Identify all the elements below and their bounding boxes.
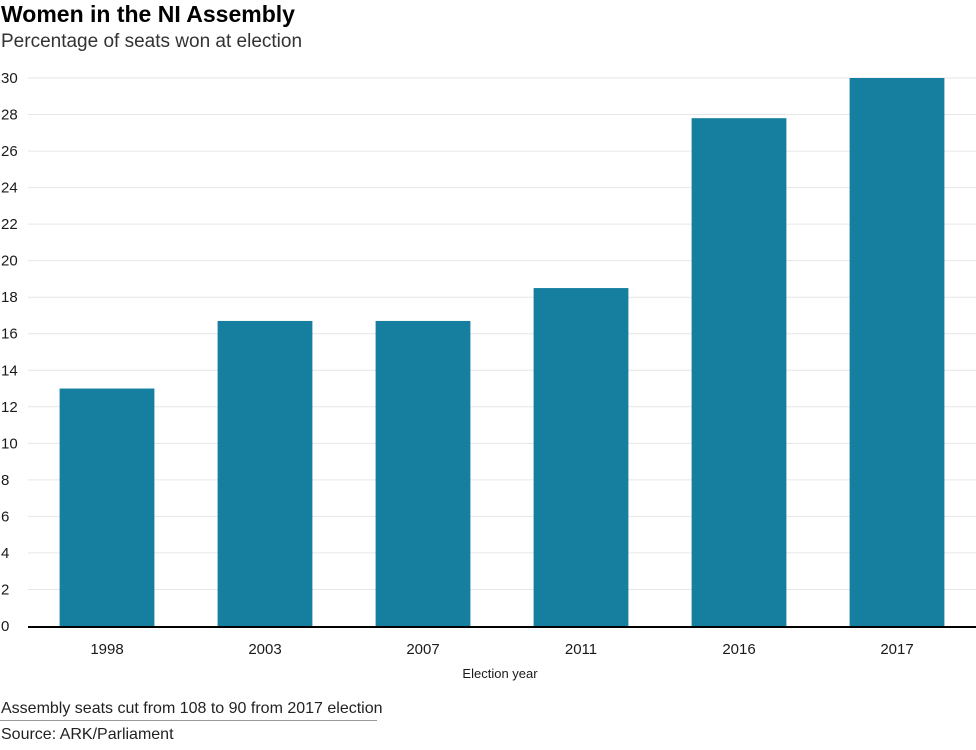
- x-tick-label: 2017: [880, 641, 913, 658]
- chart-title: Women in the NI Assembly: [1, 1, 295, 27]
- bar-2003: [217, 320, 313, 626]
- gridlines: [28, 77, 976, 590]
- bar-2017: [849, 78, 945, 626]
- chart-subtitle: Percentage of seats won at election: [1, 31, 303, 52]
- bar-2016: [691, 118, 787, 626]
- footnote: Assembly seats cut from 108 to 90 from 2…: [1, 700, 383, 717]
- y-tick-label: 6: [1, 508, 9, 525]
- bar-2011: [533, 288, 629, 626]
- bar-1998: [59, 388, 155, 626]
- x-tick-label: 2011: [565, 641, 597, 658]
- bars: [59, 78, 945, 626]
- y-tick-label: 0: [1, 618, 9, 635]
- y-tick-label: 20: [1, 253, 18, 270]
- x-axis-ticks: 1998 2003 2007 2011 2016 2017: [90, 641, 913, 658]
- source-credit: Source: ARK/Parliament: [1, 726, 174, 743]
- y-tick-label: 10: [1, 435, 18, 452]
- y-tick-label: 8: [1, 472, 9, 489]
- y-tick-label: 28: [1, 107, 18, 124]
- x-tick-label: 2007: [406, 641, 439, 658]
- x-tick-label: 2003: [248, 641, 281, 658]
- x-axis-label: Election year: [462, 666, 538, 681]
- y-tick-label: 24: [1, 180, 18, 197]
- y-tick-label: 18: [1, 289, 18, 306]
- y-tick-label: 30: [1, 70, 18, 87]
- y-tick-label: 16: [1, 326, 18, 343]
- footer-divider: [0, 720, 377, 721]
- x-tick-label: 2016: [722, 641, 755, 658]
- bar-2007: [375, 320, 471, 626]
- y-tick-label: 2: [1, 581, 9, 598]
- y-tick-label: 4: [1, 545, 9, 562]
- x-tick-label: 1998: [90, 641, 123, 658]
- y-tick-label: 14: [1, 362, 18, 379]
- y-tick-label: 22: [1, 216, 18, 233]
- y-tick-label: 26: [1, 143, 18, 160]
- y-tick-label: 12: [1, 399, 18, 416]
